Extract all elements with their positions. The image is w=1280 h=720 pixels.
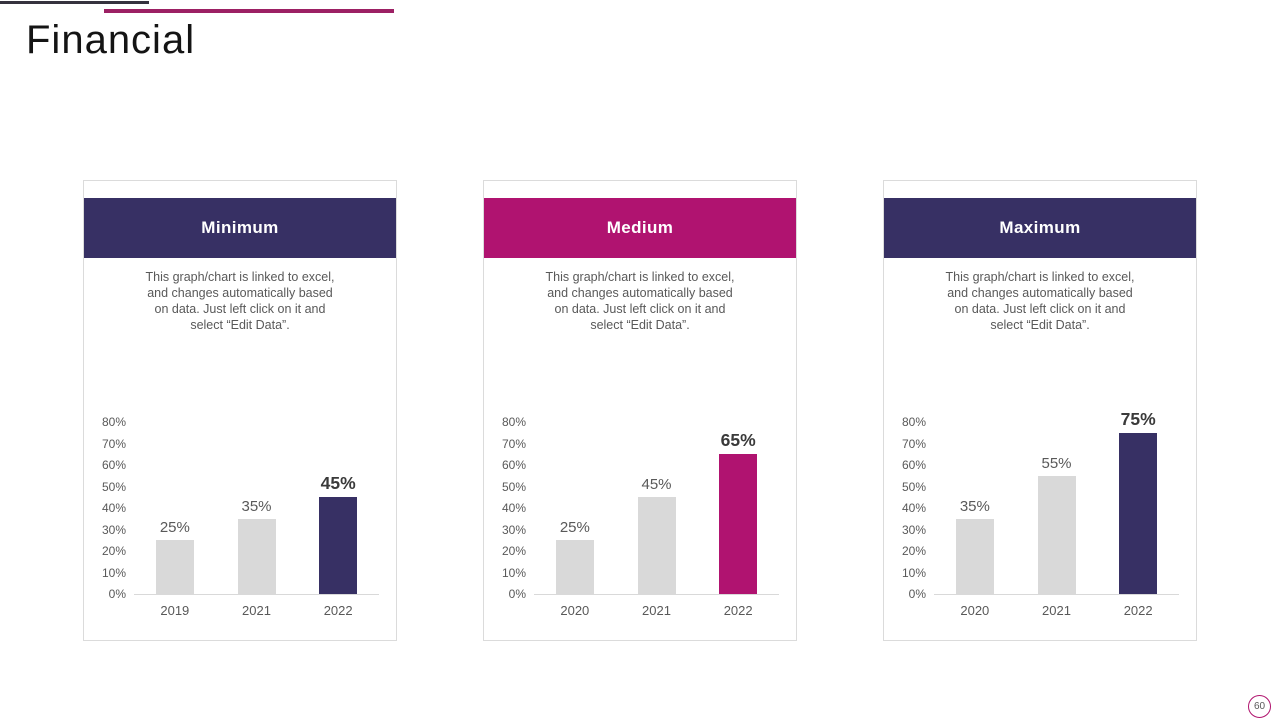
bar bbox=[955, 518, 994, 594]
y-tick-label: 20% bbox=[501, 544, 526, 558]
bar-value-label: 25% bbox=[159, 519, 190, 537]
bar-value-label: 65% bbox=[720, 430, 756, 451]
top-accent-line-magenta bbox=[104, 9, 394, 13]
y-tick-label: 60% bbox=[101, 458, 126, 472]
bar bbox=[155, 540, 194, 594]
page-number-badge: 60 bbox=[1248, 695, 1271, 718]
y-tick-label: 10% bbox=[901, 565, 926, 580]
bar bbox=[1119, 432, 1158, 594]
y-tick-label: 30% bbox=[101, 522, 126, 537]
bar-value-label: 25% bbox=[559, 519, 590, 537]
page-number: 60 bbox=[1253, 701, 1266, 712]
top-accent-line-dark bbox=[0, 1, 149, 4]
bar-value-label: 45% bbox=[641, 476, 672, 494]
bar bbox=[237, 518, 276, 594]
chart-description: This graph/chart is linked to excel, and… bbox=[545, 270, 735, 332]
bar-value-label: 75% bbox=[1120, 408, 1156, 429]
card-minimum: Minimum This graph/chart is linked to ex… bbox=[83, 180, 397, 641]
y-tick-label: 0% bbox=[108, 587, 126, 601]
y-tick-label: 10% bbox=[501, 565, 526, 580]
x-axis-line bbox=[934, 594, 1179, 595]
x-tick-label: 2021 bbox=[1042, 603, 1071, 618]
y-tick-label: 50% bbox=[901, 479, 926, 494]
card-header-medium: Medium bbox=[484, 198, 796, 258]
y-tick-label: 40% bbox=[501, 501, 526, 515]
y-tick-label: 30% bbox=[901, 522, 926, 537]
bar-value-label: 35% bbox=[241, 497, 272, 515]
y-tick-label: 80% bbox=[901, 415, 926, 429]
bar-chart-minimum[interactable]: 0% 10% 20% 30% 40% 50% 60% 70% 80% 25% 2019 35% 2021… bbox=[84, 405, 396, 620]
x-tick-label: 2021 bbox=[642, 603, 671, 618]
y-tick-label: 40% bbox=[901, 501, 926, 515]
bar bbox=[719, 454, 758, 594]
bar-chart-medium[interactable]: 0% 10% 20% 30% 40% 50% 60% 70% 80% 25% 2020 45% 2021… bbox=[484, 405, 796, 620]
y-tick-label: 0% bbox=[908, 587, 926, 601]
y-tick-label: 60% bbox=[501, 458, 526, 472]
card-medium: Medium This graph/chart is linked to exc… bbox=[483, 180, 797, 641]
x-tick-label: 2022 bbox=[723, 603, 753, 618]
bar bbox=[555, 540, 594, 594]
bar-value-label: 45% bbox=[320, 473, 356, 494]
bar-value-label: 35% bbox=[959, 497, 990, 515]
y-tick-label: 40% bbox=[101, 501, 126, 515]
x-tick-label: 2021 bbox=[242, 603, 271, 618]
y-tick-label: 80% bbox=[101, 415, 126, 429]
x-tick-label: 2022 bbox=[1123, 603, 1153, 618]
bar bbox=[319, 497, 358, 594]
y-tick-label: 80% bbox=[501, 415, 526, 429]
x-tick-label: 2020 bbox=[960, 603, 990, 618]
page-title: Financial bbox=[26, 18, 196, 62]
chart-description: This graph/chart is linked to excel, and… bbox=[945, 270, 1135, 332]
bar bbox=[1037, 475, 1076, 594]
y-tick-label: 70% bbox=[901, 436, 926, 451]
y-tick-label: 50% bbox=[101, 479, 126, 494]
card-top-gap bbox=[884, 181, 1196, 198]
y-tick-label: 70% bbox=[101, 436, 126, 451]
y-tick-label: 0% bbox=[508, 587, 526, 601]
y-tick-label: 20% bbox=[901, 544, 926, 558]
y-tick-label: 70% bbox=[501, 436, 526, 451]
card-top-gap bbox=[484, 181, 796, 198]
y-tick-label: 60% bbox=[901, 458, 926, 472]
x-axis-line bbox=[134, 594, 379, 595]
card-header-minimum: Minimum bbox=[84, 198, 396, 258]
bar-chart-maximum[interactable]: 0% 10% 20% 30% 40% 50% 60% 70% 80% 35% 2020 55% 2021… bbox=[884, 405, 1196, 620]
y-tick-label: 50% bbox=[501, 479, 526, 494]
x-tick-label: 2019 bbox=[160, 603, 190, 618]
x-axis-line bbox=[534, 594, 779, 595]
y-tick-label: 20% bbox=[101, 544, 126, 558]
x-tick-label: 2022 bbox=[323, 603, 353, 618]
card-maximum: Maximum This graph/chart is linked to ex… bbox=[883, 180, 1197, 641]
chart-description: This graph/chart is linked to excel, and… bbox=[145, 270, 335, 332]
card-header-maximum: Maximum bbox=[884, 198, 1196, 258]
cards-row: Minimum This graph/chart is linked to ex… bbox=[83, 180, 1197, 641]
card-top-gap bbox=[84, 181, 396, 198]
bar bbox=[637, 497, 676, 594]
y-tick-label: 30% bbox=[501, 522, 526, 537]
bar-value-label: 55% bbox=[1041, 454, 1072, 472]
y-tick-label: 10% bbox=[101, 565, 126, 580]
x-tick-label: 2020 bbox=[560, 603, 590, 618]
